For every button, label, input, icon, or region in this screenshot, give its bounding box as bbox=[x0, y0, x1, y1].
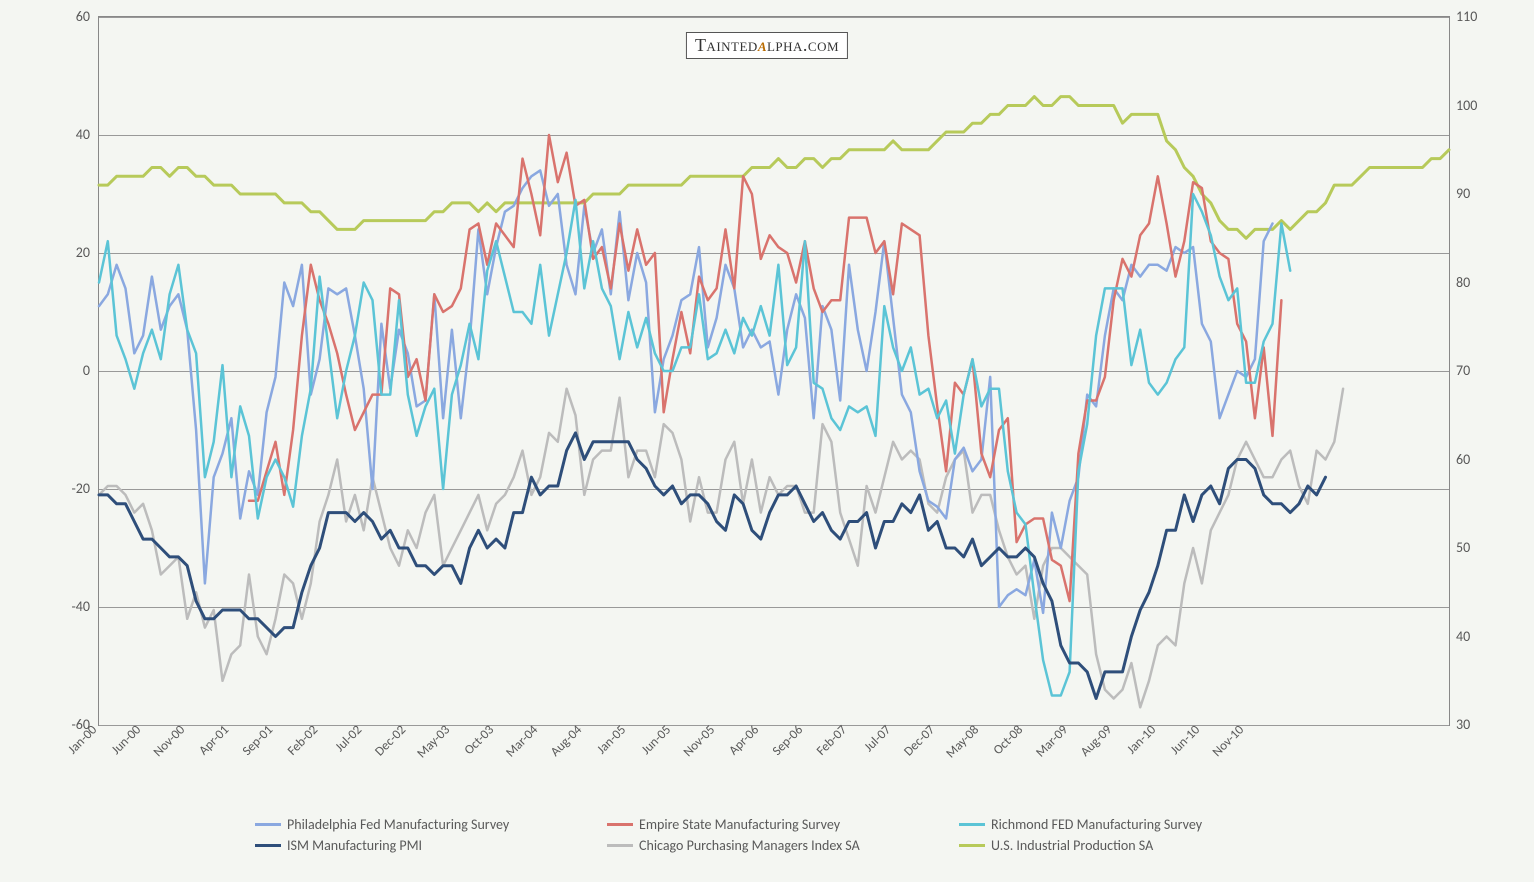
legend-row: Philadelphia Fed Manufacturing Survey Emp… bbox=[255, 816, 1279, 833]
ytick-left: 0 bbox=[42, 362, 90, 379]
ytick-left: 20 bbox=[42, 244, 90, 261]
legend: Philadelphia Fed Manufacturing Survey Emp… bbox=[255, 816, 1279, 854]
legend-item: ISM Manufacturing PMI bbox=[255, 837, 575, 854]
legend-item: Chicago Purchasing Managers Index SA bbox=[607, 837, 927, 854]
ytick-left: 60 bbox=[42, 8, 90, 25]
legend-label: ISM Manufacturing PMI bbox=[287, 837, 422, 854]
ytick-right: 80 bbox=[1456, 274, 1504, 291]
plot-area bbox=[98, 16, 1450, 726]
ytick-right: 100 bbox=[1456, 97, 1504, 114]
series-empire bbox=[249, 135, 1281, 601]
ytick-right: 60 bbox=[1456, 451, 1504, 468]
legend-label: U.S. Industrial Production SA bbox=[991, 837, 1153, 854]
ytick-right: 70 bbox=[1456, 362, 1504, 379]
series-indprod bbox=[99, 97, 1449, 239]
legend-label: Richmond FED Manufacturing Survey bbox=[991, 816, 1202, 833]
series-philly bbox=[99, 170, 1273, 613]
legend-swatch bbox=[255, 823, 281, 826]
ytick-right: 110 bbox=[1456, 8, 1504, 25]
ytick-right: 30 bbox=[1456, 716, 1504, 733]
ytick-right: 40 bbox=[1456, 628, 1504, 645]
gridline bbox=[99, 725, 1449, 726]
legend-swatch bbox=[959, 844, 985, 847]
legend-item: Philadelphia Fed Manufacturing Survey bbox=[255, 816, 575, 833]
ytick-right: 90 bbox=[1456, 185, 1504, 202]
watermark-post: lpha.com bbox=[767, 35, 839, 55]
legend-swatch bbox=[607, 823, 633, 826]
legend-swatch bbox=[607, 844, 633, 847]
ytick-left: -20 bbox=[42, 480, 90, 497]
legend-label: Philadelphia Fed Manufacturing Survey bbox=[287, 816, 509, 833]
series-chicago bbox=[99, 389, 1343, 708]
legend-item: U.S. Industrial Production SA bbox=[959, 837, 1279, 854]
manufacturing-indices-chart: Taintedαlpha.com Philadelphia Fed Manufa… bbox=[0, 0, 1534, 882]
watermark: Taintedαlpha.com bbox=[686, 32, 848, 59]
legend-item: Richmond FED Manufacturing Survey bbox=[959, 816, 1279, 833]
watermark-alpha: α bbox=[758, 35, 767, 55]
legend-label: Chicago Purchasing Managers Index SA bbox=[639, 837, 860, 854]
ytick-right: 50 bbox=[1456, 539, 1504, 556]
legend-label: Empire State Manufacturing Survey bbox=[639, 816, 840, 833]
watermark-pre: Tainted bbox=[695, 35, 758, 55]
legend-row: ISM Manufacturing PMI Chicago Purchasing … bbox=[255, 837, 1279, 854]
ytick-left: -40 bbox=[42, 598, 90, 615]
legend-swatch bbox=[959, 823, 985, 826]
legend-item: Empire State Manufacturing Survey bbox=[607, 816, 927, 833]
legend-swatch bbox=[255, 844, 281, 847]
series-layer bbox=[99, 17, 1449, 725]
ytick-left: 40 bbox=[42, 126, 90, 143]
